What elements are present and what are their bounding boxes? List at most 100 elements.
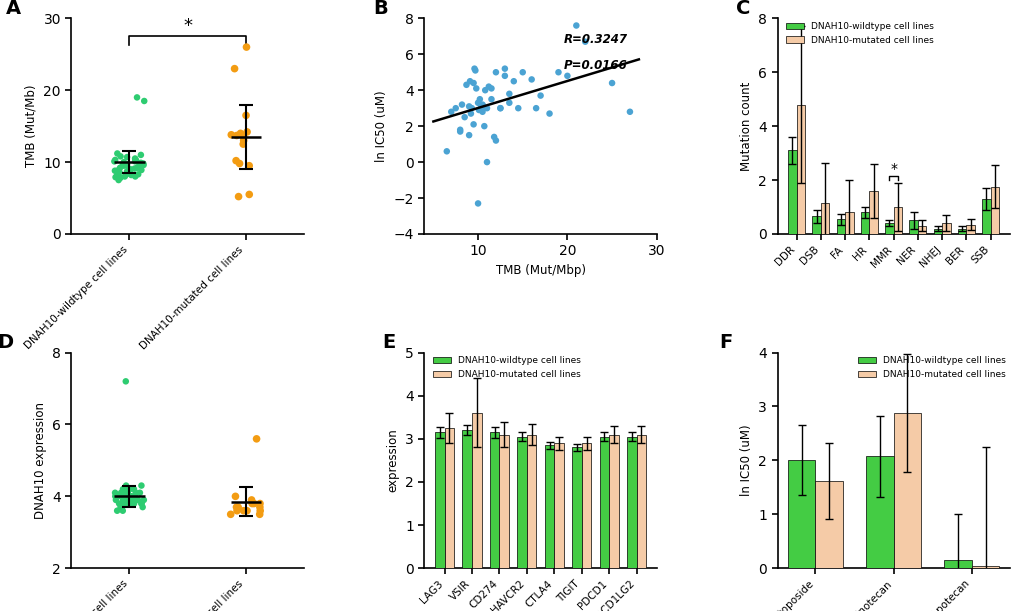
Bar xyxy=(868,191,877,234)
Point xyxy=(223,130,239,140)
Point xyxy=(461,101,477,111)
Point xyxy=(132,161,149,171)
Point xyxy=(125,485,142,494)
Point xyxy=(110,491,126,501)
Bar xyxy=(553,443,564,568)
Point xyxy=(238,506,255,516)
Point xyxy=(252,510,268,519)
Bar xyxy=(581,443,591,568)
Point xyxy=(126,164,143,174)
Point xyxy=(568,21,584,31)
Point xyxy=(476,121,492,131)
Text: P=0.0166: P=0.0166 xyxy=(564,59,627,72)
Point xyxy=(132,158,149,167)
Point xyxy=(500,98,517,108)
Point xyxy=(117,376,133,386)
Point xyxy=(130,163,147,172)
Point xyxy=(478,103,494,113)
Point xyxy=(228,131,245,141)
Bar xyxy=(909,221,917,234)
Point xyxy=(463,109,479,119)
Point xyxy=(237,111,254,120)
Point xyxy=(115,495,131,505)
Bar xyxy=(544,445,553,568)
Y-axis label: ln IC50 (uM): ln IC50 (uM) xyxy=(375,90,388,162)
Point xyxy=(465,120,481,130)
Bar xyxy=(893,207,901,234)
Bar xyxy=(942,223,950,234)
Point xyxy=(108,495,124,505)
Point xyxy=(115,161,131,170)
Point xyxy=(227,491,244,501)
Point xyxy=(107,155,123,165)
Point xyxy=(249,434,265,444)
Point xyxy=(119,488,136,497)
Point xyxy=(240,161,257,170)
Text: D: D xyxy=(0,333,13,353)
Point xyxy=(246,499,262,508)
Point xyxy=(115,485,131,494)
Bar xyxy=(971,566,999,568)
Bar xyxy=(796,104,804,234)
Point xyxy=(107,166,123,175)
Point xyxy=(523,75,539,84)
Point xyxy=(113,488,129,497)
Point xyxy=(480,82,496,92)
Point xyxy=(438,147,454,156)
Point xyxy=(127,495,144,505)
Point xyxy=(136,96,152,106)
Point xyxy=(226,64,243,73)
Point xyxy=(126,153,143,163)
Point xyxy=(131,159,148,169)
Point xyxy=(119,159,136,169)
Point xyxy=(232,128,249,138)
Point xyxy=(115,499,131,508)
Point xyxy=(112,163,128,173)
Bar xyxy=(893,413,920,568)
X-axis label: TMB (Mut/Mbp): TMB (Mut/Mbp) xyxy=(495,264,585,277)
Point xyxy=(115,159,131,169)
Bar xyxy=(811,216,820,234)
Point xyxy=(112,152,128,161)
Point xyxy=(135,159,151,169)
Point xyxy=(474,107,490,117)
Point xyxy=(116,172,132,181)
Point xyxy=(244,499,260,508)
Point xyxy=(122,491,139,501)
Point xyxy=(244,495,260,505)
Point xyxy=(109,506,125,516)
Bar xyxy=(966,225,974,234)
Bar xyxy=(865,456,893,568)
Point xyxy=(558,71,575,81)
Point xyxy=(114,160,130,170)
Point xyxy=(133,481,150,491)
Point xyxy=(483,84,499,93)
Point xyxy=(128,163,145,173)
Point xyxy=(114,506,130,516)
Point xyxy=(133,499,150,508)
Point xyxy=(133,499,150,508)
Point xyxy=(228,502,245,512)
Point xyxy=(126,156,143,166)
Point xyxy=(528,103,544,113)
Point xyxy=(252,499,268,508)
Bar xyxy=(627,437,636,568)
Bar xyxy=(636,434,646,568)
Point xyxy=(133,165,150,175)
Point xyxy=(118,488,135,497)
Point xyxy=(487,136,503,145)
Point xyxy=(238,127,255,137)
Point xyxy=(474,100,490,109)
Y-axis label: expression: expression xyxy=(386,428,399,492)
Text: B: B xyxy=(373,0,388,18)
Point xyxy=(457,112,473,122)
Point xyxy=(510,103,526,113)
Point xyxy=(229,502,246,512)
Bar xyxy=(788,150,796,234)
Point xyxy=(227,156,244,166)
Point xyxy=(453,100,470,109)
Point xyxy=(111,167,127,177)
Point xyxy=(472,103,488,113)
Point xyxy=(112,173,128,183)
Point xyxy=(467,65,483,75)
